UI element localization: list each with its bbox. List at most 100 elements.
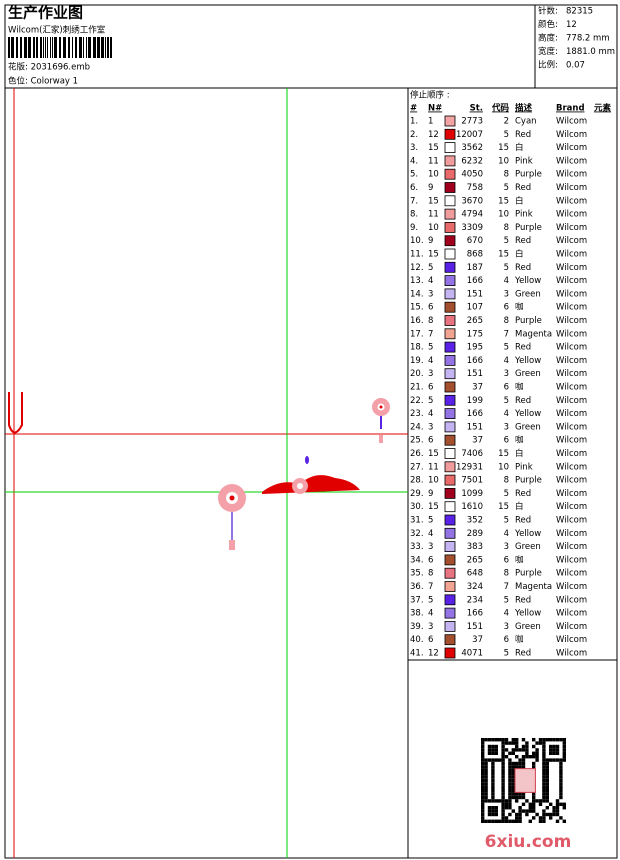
qr-module xyxy=(521,795,526,800)
studio: Wilcom(汇家)刺绣工作室 xyxy=(8,25,106,36)
stop-number: 30. xyxy=(410,502,424,512)
qr-module xyxy=(528,819,532,823)
color-swatch xyxy=(444,235,456,247)
qr-module xyxy=(538,802,543,806)
qr-module xyxy=(501,751,505,755)
qr-module xyxy=(555,738,560,742)
qr-module xyxy=(521,758,526,762)
qr-module xyxy=(481,758,485,762)
color-swatch xyxy=(444,581,456,592)
needle: 15 xyxy=(428,449,439,459)
brand: Wilcom xyxy=(556,542,587,552)
qr-module xyxy=(525,741,529,745)
needle: 6 xyxy=(428,436,433,446)
qr-module xyxy=(487,744,492,749)
needle: 10 xyxy=(428,170,439,180)
brand: Wilcom xyxy=(556,569,587,579)
bar-stripe xyxy=(20,37,22,58)
description: 咖 xyxy=(515,435,524,446)
code: 5 xyxy=(504,649,509,659)
qr-module xyxy=(518,816,522,820)
qr-module xyxy=(528,755,532,759)
qr-module xyxy=(491,778,495,783)
qr-module xyxy=(545,765,549,769)
bar-stripe xyxy=(72,37,73,58)
qr-module xyxy=(515,738,519,742)
brand: Wilcom xyxy=(556,409,587,419)
qr-module xyxy=(501,772,505,776)
column-header: Brand xyxy=(556,104,585,114)
color-swatch xyxy=(444,621,456,632)
qr-module xyxy=(559,795,563,800)
qr-module xyxy=(562,758,566,762)
qr-module xyxy=(535,755,539,759)
qr-module xyxy=(542,812,546,817)
qr-module xyxy=(532,744,536,749)
qr-module xyxy=(515,744,519,749)
description: Yellow xyxy=(514,409,541,419)
qr-module xyxy=(491,782,495,786)
qr-module xyxy=(511,782,515,786)
description: Purple xyxy=(515,569,542,579)
needle: 15 xyxy=(428,143,439,153)
qr-module xyxy=(484,782,488,786)
description: Cyan xyxy=(515,117,537,127)
brand: Wilcom xyxy=(556,250,587,260)
qr-module xyxy=(494,799,498,803)
stitches: 3670 xyxy=(461,196,483,206)
qr-module xyxy=(545,761,549,766)
color-swatch xyxy=(444,634,456,646)
qr-module xyxy=(508,802,512,806)
code: 6 xyxy=(504,303,509,313)
needle: 3 xyxy=(428,289,433,299)
qr-module xyxy=(542,768,546,772)
qr-module xyxy=(491,795,495,800)
qr-module xyxy=(481,802,485,806)
stop-number: 21. xyxy=(410,383,424,393)
qr-module xyxy=(521,802,526,806)
qr-module xyxy=(542,782,546,786)
qr-module xyxy=(508,792,512,796)
qr-module xyxy=(487,819,492,823)
qr-module xyxy=(491,758,495,762)
description: Green xyxy=(515,542,541,552)
qr-module xyxy=(549,751,553,755)
qr-module xyxy=(562,748,566,752)
qr-module xyxy=(508,789,512,793)
qr-module xyxy=(545,799,549,803)
qr-module xyxy=(481,748,485,752)
qr-module xyxy=(501,789,505,793)
color-swatch xyxy=(444,301,456,313)
stitches: 37 xyxy=(472,436,483,446)
qr-module xyxy=(525,755,529,759)
qr-module xyxy=(559,816,563,820)
qr-module xyxy=(535,758,539,762)
color-swatch xyxy=(444,354,456,366)
code: 15 xyxy=(498,196,509,206)
qr-module xyxy=(545,782,549,786)
qr-module xyxy=(508,741,512,745)
needle: 7 xyxy=(428,329,433,339)
qr-module xyxy=(562,744,566,749)
color-swatch xyxy=(444,461,456,473)
qr-module xyxy=(511,775,515,779)
stop-number: 17. xyxy=(410,329,424,339)
qr-module xyxy=(542,744,546,749)
brand: Wilcom xyxy=(556,422,587,432)
qr-module xyxy=(555,819,560,823)
qr-module xyxy=(481,778,485,783)
qr-module xyxy=(555,744,560,749)
stitches: 175 xyxy=(467,329,483,339)
qr-module xyxy=(552,809,556,813)
qr-module xyxy=(491,806,495,810)
qr-module xyxy=(481,809,485,813)
qr-module xyxy=(552,758,556,762)
needle: 8 xyxy=(428,569,433,579)
stop-number: 38. xyxy=(410,609,424,619)
qr-module xyxy=(545,785,549,789)
needle: 5 xyxy=(428,516,433,526)
qr-module xyxy=(481,755,485,759)
qr-module xyxy=(542,748,546,752)
qr-module xyxy=(555,799,560,803)
qr-module xyxy=(484,738,488,742)
